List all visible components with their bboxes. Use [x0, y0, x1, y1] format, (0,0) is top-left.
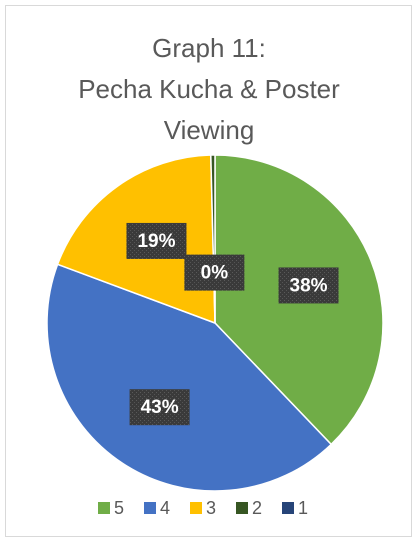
legend-label: 3 — [206, 498, 216, 518]
legend-label: 2 — [252, 498, 262, 518]
data-label: 38% — [290, 275, 328, 296]
legend-swatch — [98, 502, 110, 514]
chart-title: Pecha Kucha & Poster — [78, 74, 340, 104]
data-label-box — [184, 254, 245, 291]
data-label: 43% — [141, 397, 179, 418]
legend-swatch — [236, 502, 248, 514]
legend-swatch — [144, 502, 156, 514]
legend-label: 1 — [298, 498, 308, 518]
data-label: 0% — [201, 263, 229, 284]
legend-swatch — [190, 502, 202, 514]
pie-slice — [46, 263, 333, 492]
data-label-box — [126, 222, 187, 259]
data-label: 19% — [137, 231, 175, 252]
data-label-box — [129, 389, 190, 426]
legend-label: 5 — [114, 498, 124, 518]
data-label-box — [278, 267, 339, 304]
legend-swatch — [282, 502, 294, 514]
legend-label: 4 — [160, 498, 170, 518]
chart-title: Viewing — [164, 115, 255, 145]
chart-title: Graph 11: — [152, 33, 266, 63]
